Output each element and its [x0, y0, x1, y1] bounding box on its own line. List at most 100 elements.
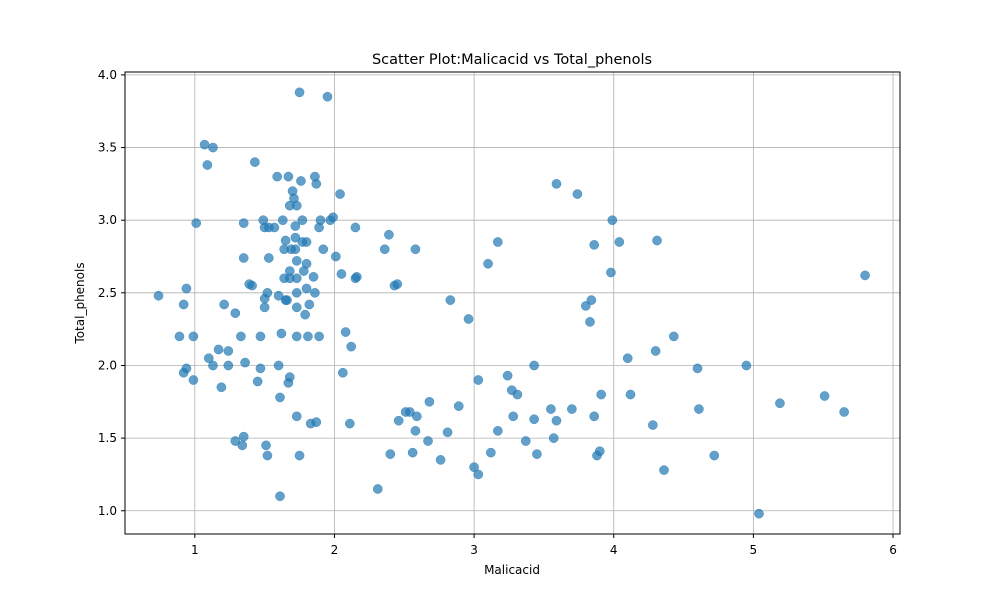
- data-point: [315, 215, 326, 226]
- data-point: [296, 176, 306, 186]
- data-point: [410, 244, 421, 255]
- data-point: [269, 222, 280, 233]
- data-point: [318, 244, 329, 255]
- data-point: [650, 346, 661, 356]
- data-point: [259, 302, 270, 313]
- data-point: [208, 360, 218, 371]
- data-point: [607, 215, 618, 226]
- data-point: [203, 353, 214, 364]
- data-point: [622, 353, 633, 364]
- data-point: [589, 411, 600, 422]
- data-point: [606, 267, 616, 278]
- data-point: [284, 372, 295, 382]
- data-point: [385, 449, 396, 459]
- data-point: [392, 279, 403, 289]
- data-point: [336, 269, 347, 279]
- data-point: [331, 251, 341, 262]
- y-tick-label: 3.5: [98, 141, 117, 155]
- data-point: [301, 237, 312, 247]
- data-point: [529, 414, 539, 425]
- data-point: [291, 273, 302, 284]
- data-point: [668, 331, 679, 342]
- data-point: [273, 360, 284, 371]
- data-point: [294, 87, 305, 98]
- data-point: [275, 491, 285, 502]
- data-point: [291, 302, 302, 313]
- x-tick-label: 5: [750, 543, 758, 557]
- data-point: [238, 253, 249, 263]
- data-point: [596, 389, 607, 400]
- data-point: [335, 189, 345, 199]
- data-point: [304, 299, 315, 310]
- data-point: [153, 290, 164, 301]
- data-point: [453, 401, 464, 412]
- data-point: [311, 417, 322, 427]
- data-point: [308, 271, 319, 282]
- data-point: [423, 436, 433, 446]
- data-point: [303, 331, 313, 342]
- data-point: [188, 375, 199, 385]
- data-point: [407, 447, 418, 458]
- data-point: [282, 295, 292, 305]
- data-point: [181, 363, 192, 374]
- data-point: [372, 484, 383, 494]
- data-point: [202, 160, 213, 170]
- data-point: [384, 229, 394, 240]
- data-point: [255, 331, 266, 342]
- data-point: [291, 287, 302, 298]
- data-point: [344, 418, 355, 429]
- data-point: [473, 375, 484, 385]
- data-point: [290, 221, 301, 231]
- data-point: [213, 344, 224, 355]
- data-point: [572, 189, 583, 199]
- y-axis-ticks: 1.0 1.5 2.0 2.5 3.0 3.5 4.0: [98, 68, 125, 518]
- y-tick-label: 1.0: [98, 504, 117, 518]
- data-point: [181, 283, 192, 294]
- data-point: [223, 360, 234, 371]
- data-point: [276, 328, 287, 339]
- data-point: [283, 171, 294, 182]
- data-point: [240, 357, 250, 368]
- data-point: [230, 436, 241, 446]
- data-point: [546, 404, 556, 414]
- data-point: [463, 314, 474, 324]
- data-point: [411, 411, 422, 422]
- x-tick-label: 3: [470, 543, 478, 557]
- data-point: [442, 427, 453, 438]
- data-point: [351, 271, 362, 282]
- data-point: [483, 258, 493, 269]
- x-axis-ticks: 1 2 3 4 5 6: [191, 534, 897, 557]
- data-point: [230, 308, 241, 319]
- data-point: [492, 425, 503, 436]
- data-point: [311, 179, 322, 189]
- data-point: [236, 331, 246, 342]
- data-point: [301, 258, 312, 269]
- data-point: [322, 91, 333, 102]
- data-point: [508, 411, 519, 422]
- data-point: [199, 139, 210, 150]
- data-point: [839, 407, 849, 417]
- data-point: [754, 508, 764, 519]
- data-point: [502, 370, 513, 381]
- data-point: [191, 218, 202, 228]
- data-point: [301, 283, 312, 294]
- data-point: [435, 455, 446, 465]
- data-point: [473, 469, 484, 480]
- data-point: [188, 331, 199, 342]
- data-point: [252, 376, 263, 387]
- data-point: [262, 450, 273, 461]
- data-point: [250, 157, 260, 167]
- data-point: [586, 295, 597, 305]
- data-point: [594, 446, 605, 457]
- data-point: [291, 256, 302, 266]
- data-point: [310, 287, 320, 298]
- data-point: [614, 237, 625, 247]
- plot-frame: [124, 71, 901, 535]
- data-point: [652, 235, 662, 246]
- data-point: [247, 280, 257, 291]
- data-point: [290, 244, 301, 255]
- data-point: [238, 431, 249, 442]
- x-tick-label: 6: [889, 543, 897, 557]
- data-point: [741, 360, 752, 371]
